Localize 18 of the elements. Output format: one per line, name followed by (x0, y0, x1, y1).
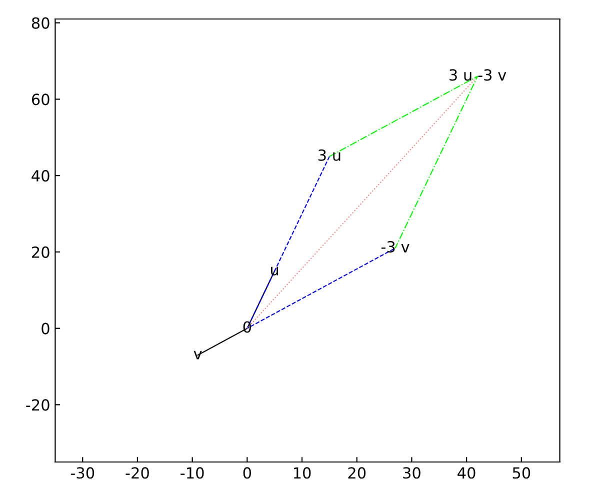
annotation: -3 v (381, 241, 410, 253)
y-tick-label: 0 (42, 322, 50, 334)
y-tick-label: 40 (32, 170, 50, 182)
y-tick-label: 60 (32, 94, 50, 106)
x-tick-label: 30 (403, 467, 420, 479)
x-tick-label: -20 (126, 467, 149, 479)
x-tick-label: 10 (294, 467, 311, 479)
y-tick-label: 80 (32, 17, 50, 29)
x-tick-label: 0 (243, 467, 252, 479)
x-tick-label: 50 (512, 467, 530, 479)
y-tick-label: 20 (32, 246, 50, 258)
x-tick-label: 40 (458, 467, 476, 479)
annotation: 3 u -3 v (450, 69, 506, 81)
y-tick-label: -20 (26, 399, 50, 411)
annotation: 3 u (318, 149, 340, 161)
x-tick-label: -30 (70, 467, 94, 479)
x-tick-label: -10 (180, 467, 204, 479)
x-tick-label: 20 (348, 467, 366, 479)
